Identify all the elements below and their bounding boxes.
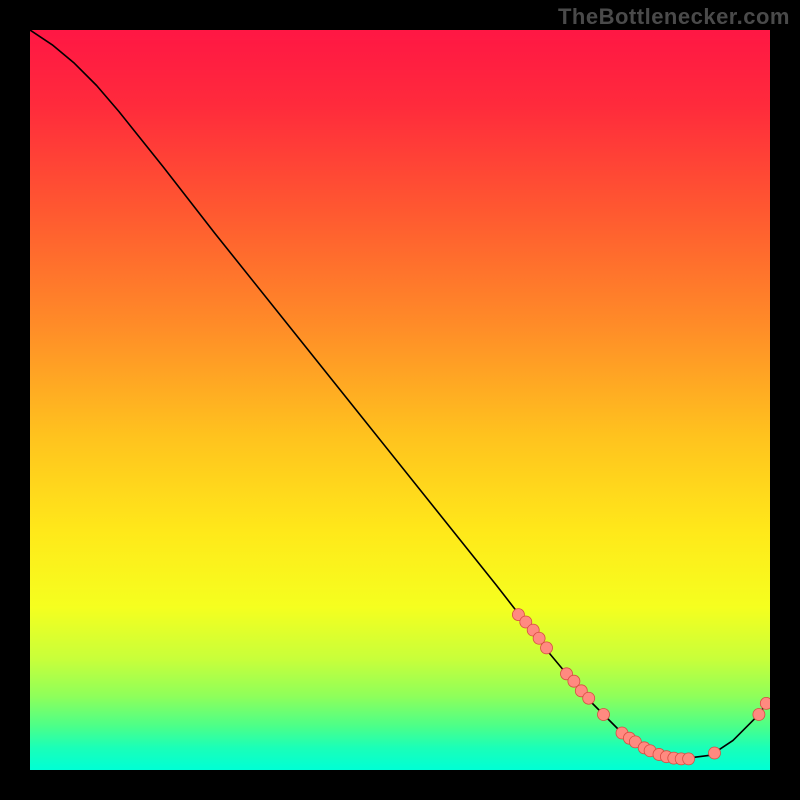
chart-frame: TheBottlenecker.com bbox=[0, 0, 800, 800]
data-marker bbox=[583, 692, 595, 704]
gradient-background bbox=[30, 30, 770, 770]
plot-area bbox=[30, 30, 770, 770]
data-marker bbox=[598, 709, 610, 721]
data-marker bbox=[760, 697, 770, 709]
data-marker bbox=[683, 753, 695, 765]
data-marker bbox=[709, 747, 721, 759]
chart-svg bbox=[30, 30, 770, 770]
data-marker bbox=[753, 709, 765, 721]
data-marker bbox=[541, 642, 553, 654]
attribution-watermark: TheBottlenecker.com bbox=[558, 4, 790, 30]
